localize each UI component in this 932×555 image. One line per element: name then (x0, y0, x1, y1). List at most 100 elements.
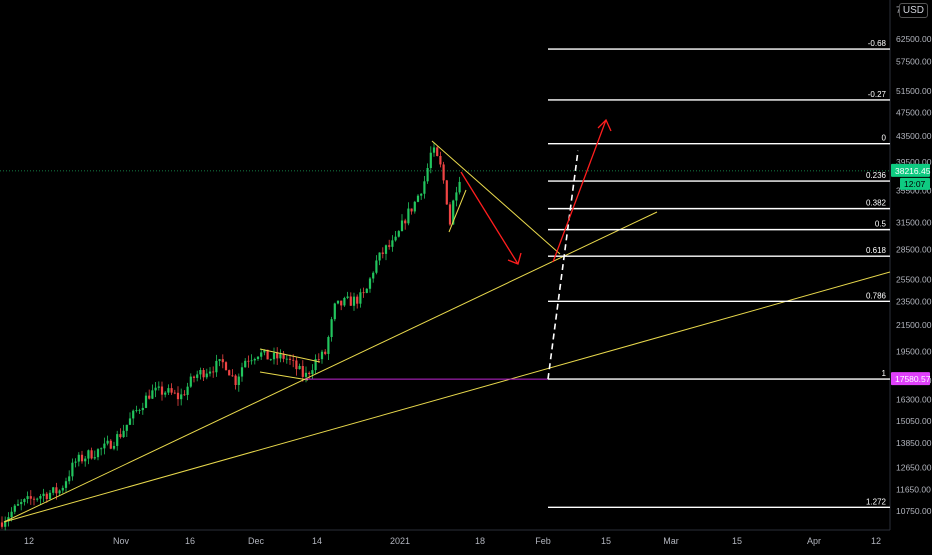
candle-body (324, 351, 327, 354)
candle-body (240, 367, 244, 377)
fib-level-label: 0.786 (866, 291, 887, 300)
candle-body (237, 376, 240, 385)
y-tick-label: 28500.00 (896, 245, 932, 255)
candle-body (183, 394, 186, 396)
candle-body (160, 386, 164, 395)
candle-body (64, 481, 68, 488)
trend-line (3, 211, 658, 523)
candle-body (192, 376, 196, 378)
y-tick-label: 11650.00 (896, 484, 931, 494)
candle-body (404, 220, 407, 224)
candle-body (295, 360, 298, 370)
candle-body (109, 440, 112, 449)
candle-body (112, 445, 116, 449)
y-tick-label: 39500.00 (896, 157, 932, 167)
candle-body (253, 359, 256, 361)
candle-body (298, 366, 301, 370)
candle-body (359, 292, 362, 304)
up-arrow (552, 119, 607, 263)
candle-body (442, 164, 445, 181)
candle-body (196, 374, 199, 378)
candle-body (23, 499, 26, 503)
candle-body (420, 193, 423, 196)
candle-body (208, 371, 212, 374)
candle-body (122, 430, 125, 438)
y-tick-label: 31500.00 (896, 218, 932, 228)
y-tick-label: 16300.00 (896, 394, 932, 404)
candle-body (103, 443, 106, 449)
y-tick-label: 43500.00 (896, 131, 932, 141)
candle-body (256, 356, 260, 360)
marker-price-value: 17580.57 (895, 374, 931, 384)
last-price-value: 38216.45 (895, 166, 931, 176)
candle-body (327, 337, 330, 354)
candle-body (135, 410, 138, 412)
candle-body (151, 390, 154, 399)
candle-body (87, 450, 90, 459)
candle-body (394, 236, 397, 241)
candle-body (13, 505, 16, 512)
candle-body (10, 511, 13, 518)
candle-body (170, 388, 173, 393)
candle-body (29, 496, 32, 499)
candle-body (186, 386, 189, 395)
candle-body (7, 517, 10, 522)
down-arrow-head (507, 252, 522, 265)
candle-body (80, 454, 84, 462)
x-tick-label: Feb (535, 536, 551, 546)
candle-body (106, 440, 109, 444)
candle-body (288, 358, 292, 360)
candle-body (234, 375, 237, 385)
candle-body (138, 410, 141, 411)
candle-body (292, 359, 295, 361)
candle-body (391, 240, 394, 247)
candle-body (20, 502, 23, 505)
candle-body (141, 407, 144, 411)
pattern-line (448, 189, 467, 233)
candle-body (231, 375, 234, 377)
candle-body (263, 349, 266, 353)
x-tick-label: Dec (248, 536, 265, 546)
candle-body (218, 359, 221, 361)
x-tick-label: 18 (475, 536, 485, 546)
candle-body (362, 292, 365, 294)
candle-body (260, 352, 263, 357)
candle-body (84, 458, 87, 462)
candle-body (32, 498, 36, 500)
candle-body (375, 260, 378, 273)
candle-body (384, 245, 388, 254)
fib-level-label: -0.68 (868, 39, 887, 48)
pattern-line (259, 371, 309, 381)
currency-label[interactable]: USD (898, 3, 928, 18)
candle-body (266, 349, 269, 360)
candle-body (36, 498, 39, 500)
candle-body (157, 386, 160, 388)
x-tick-label: 12 (871, 536, 881, 546)
x-tick-label: 2021 (390, 536, 410, 546)
countdown-value: 12:07 (904, 179, 926, 189)
candle-body (452, 200, 455, 225)
candle-body (228, 370, 231, 376)
candle-body (346, 296, 349, 298)
fib-level-label: 0.5 (875, 220, 887, 229)
candle-body (445, 180, 448, 205)
x-tick-label: 15 (732, 536, 742, 546)
candle-body (93, 457, 96, 459)
candle-body (26, 496, 29, 500)
candle-body (77, 454, 80, 462)
y-tick-label: 51500.00 (896, 86, 932, 96)
y-tick-label: 25500.00 (896, 274, 932, 284)
candle-body (100, 448, 103, 450)
trend-line (3, 271, 891, 523)
x-tick-label: Nov (113, 536, 130, 546)
candle-body (276, 352, 279, 359)
candle-body (455, 192, 458, 201)
candle-body (432, 147, 436, 153)
candle-body (48, 492, 52, 500)
candle-body (311, 370, 314, 375)
candle-body (128, 418, 132, 425)
candle-body (352, 296, 356, 306)
candle-body (52, 487, 55, 493)
